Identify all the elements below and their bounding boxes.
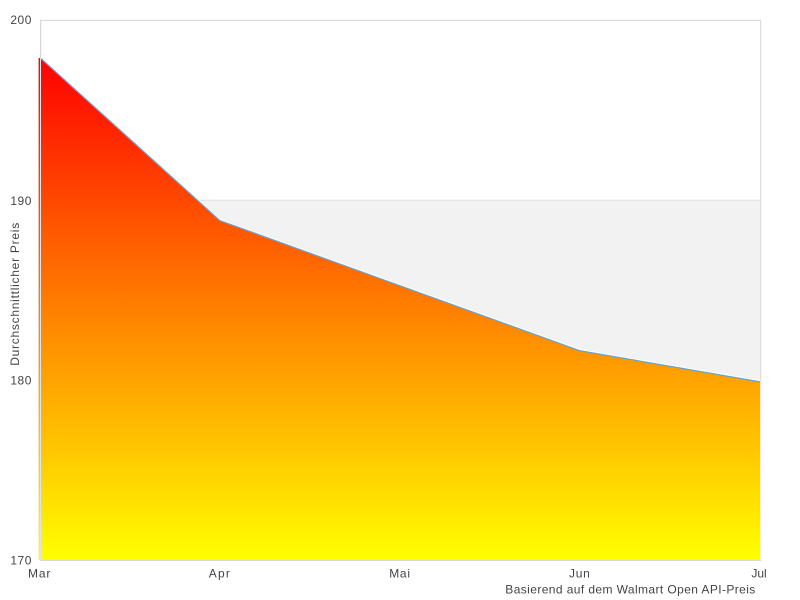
svg-text:180: 180 <box>10 373 31 387</box>
svg-text:170: 170 <box>10 553 31 567</box>
svg-text:Mai: Mai <box>389 567 410 581</box>
svg-text:200: 200 <box>10 13 31 27</box>
svg-text:Mar: Mar <box>28 567 50 581</box>
svg-text:Apr: Apr <box>209 567 230 581</box>
svg-text:Jun: Jun <box>569 567 590 581</box>
svg-text:Durchschnittlicher Preis: Durchschnittlicher Preis <box>8 223 22 366</box>
svg-text:Basierend auf dem Walmart Open: Basierend auf dem Walmart Open API-Preis <box>505 583 755 597</box>
svg-text:190: 190 <box>10 194 31 208</box>
svg-text:Jul: Jul <box>751 567 766 581</box>
